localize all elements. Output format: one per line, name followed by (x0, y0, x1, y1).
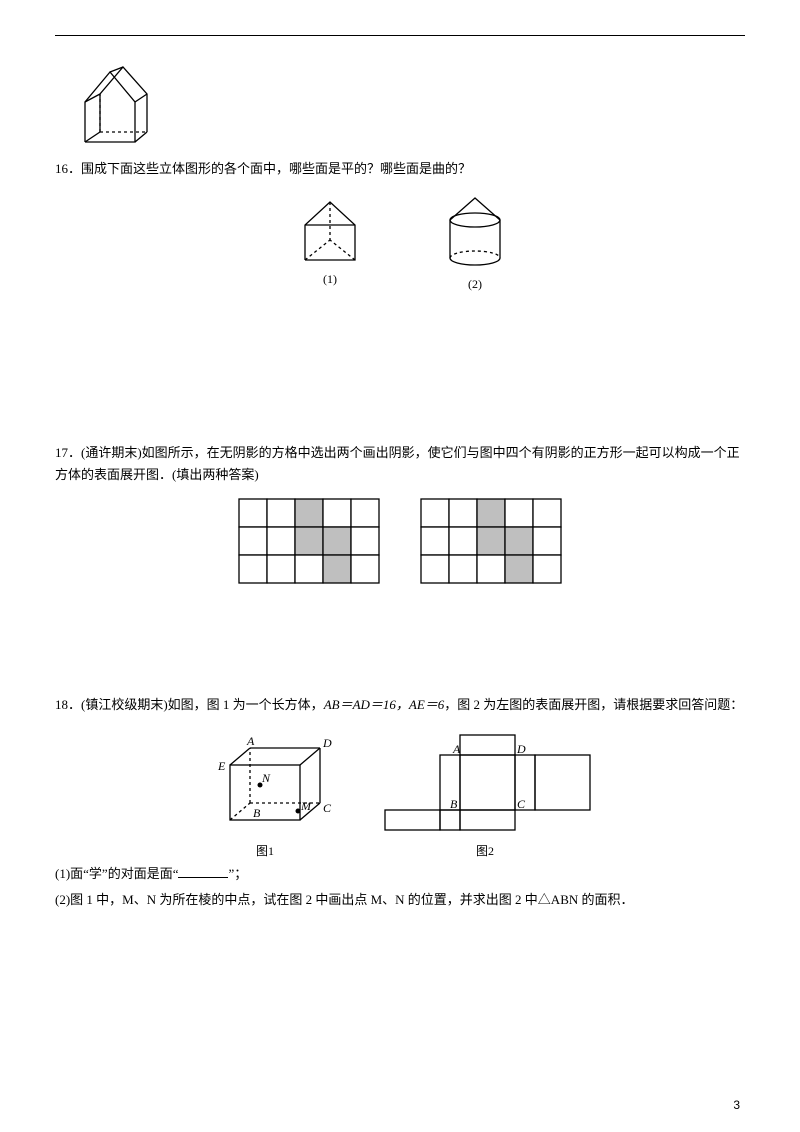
q18-fig1-label: 图1 (195, 842, 335, 859)
q16-fig2: (2) (435, 190, 515, 292)
q18-part2: (2)图 1 中，M、N 为所在棱的中点，试在图 2 中画出点 M、N 的位置，… (55, 889, 745, 911)
house-prism-svg (55, 42, 165, 152)
grid-a-svg (238, 498, 380, 584)
cone-cylinder-svg (435, 190, 515, 275)
q18-part2-text: (2)图 1 中，M、N 为所在棱的中点，试在图 2 中画出点 M、N 的位置，… (55, 892, 634, 907)
q18-prefix: (镇江校级期末)如图，图 1 为一个长方体， (81, 697, 324, 712)
net-label-B: B (450, 797, 458, 811)
net-label-D: D (516, 742, 526, 756)
page-number: 3 (733, 1098, 740, 1112)
q18-eq: AB＝AD＝16，AE＝6 (324, 697, 445, 712)
label-M: M (300, 799, 312, 813)
cuboid-svg: A D E B C N M (195, 730, 335, 840)
q16-label1: (1) (285, 272, 375, 287)
q16-figures: (1) (2) (55, 190, 745, 292)
q18-fig2-label: 图2 (365, 842, 605, 859)
label-E: E (217, 759, 226, 773)
label-N: N (261, 771, 271, 785)
net-svg: A D B C (365, 730, 605, 840)
q18-number: 18． (55, 697, 81, 712)
top-rule (55, 35, 745, 36)
q18-part1-post: ”； (228, 866, 247, 881)
q18-part1: (1)面“学”的对面是面“ ”； (55, 863, 745, 885)
triangular-prism-svg (285, 190, 375, 270)
q17-number: 17． (55, 445, 81, 460)
label-C: C (323, 801, 332, 815)
q18-fig2: A D B C 图2 (365, 730, 605, 859)
q18-figures: A D E B C N M 图1 (55, 730, 745, 859)
q18: 18．(镇江校级期末)如图，图 1 为一个长方体，AB＝AD＝16，AE＝6，图… (55, 694, 745, 716)
blank-fill[interactable] (178, 865, 228, 878)
q17-text: (通许期末)如图所示，在无阴影的方格中选出两个画出阴影，使它们与图中四个有阴影的… (55, 445, 740, 482)
net-label-A: A (452, 742, 461, 756)
top-figure (55, 42, 745, 152)
q18-fig1: A D E B C N M 图1 (195, 730, 335, 859)
net-label-C: C (517, 797, 526, 811)
q17: 17．(通许期末)如图所示，在无阴影的方格中选出两个画出阴影，使它们与图中四个有… (55, 442, 745, 486)
label-B: B (253, 806, 261, 820)
label-D: D (322, 736, 332, 750)
q16-number: 16． (55, 161, 81, 176)
q18-part1-pre: (1)面“学”的对面是面“ (55, 866, 178, 881)
grid-b-svg (420, 498, 562, 584)
q16: 16．围成下面这些立体图形的各个面中，哪些面是平的？哪些面是曲的？ (55, 158, 745, 180)
label-A: A (246, 734, 255, 748)
q17-grids (55, 498, 745, 584)
q16-text: 围成下面这些立体图形的各个面中，哪些面是平的？哪些面是曲的？ (81, 161, 471, 176)
q18-mid: ，图 2 为左图的表面展开图，请根据要求回答问题： (444, 697, 743, 712)
q16-label2: (2) (435, 277, 515, 292)
q16-fig1: (1) (285, 190, 375, 292)
